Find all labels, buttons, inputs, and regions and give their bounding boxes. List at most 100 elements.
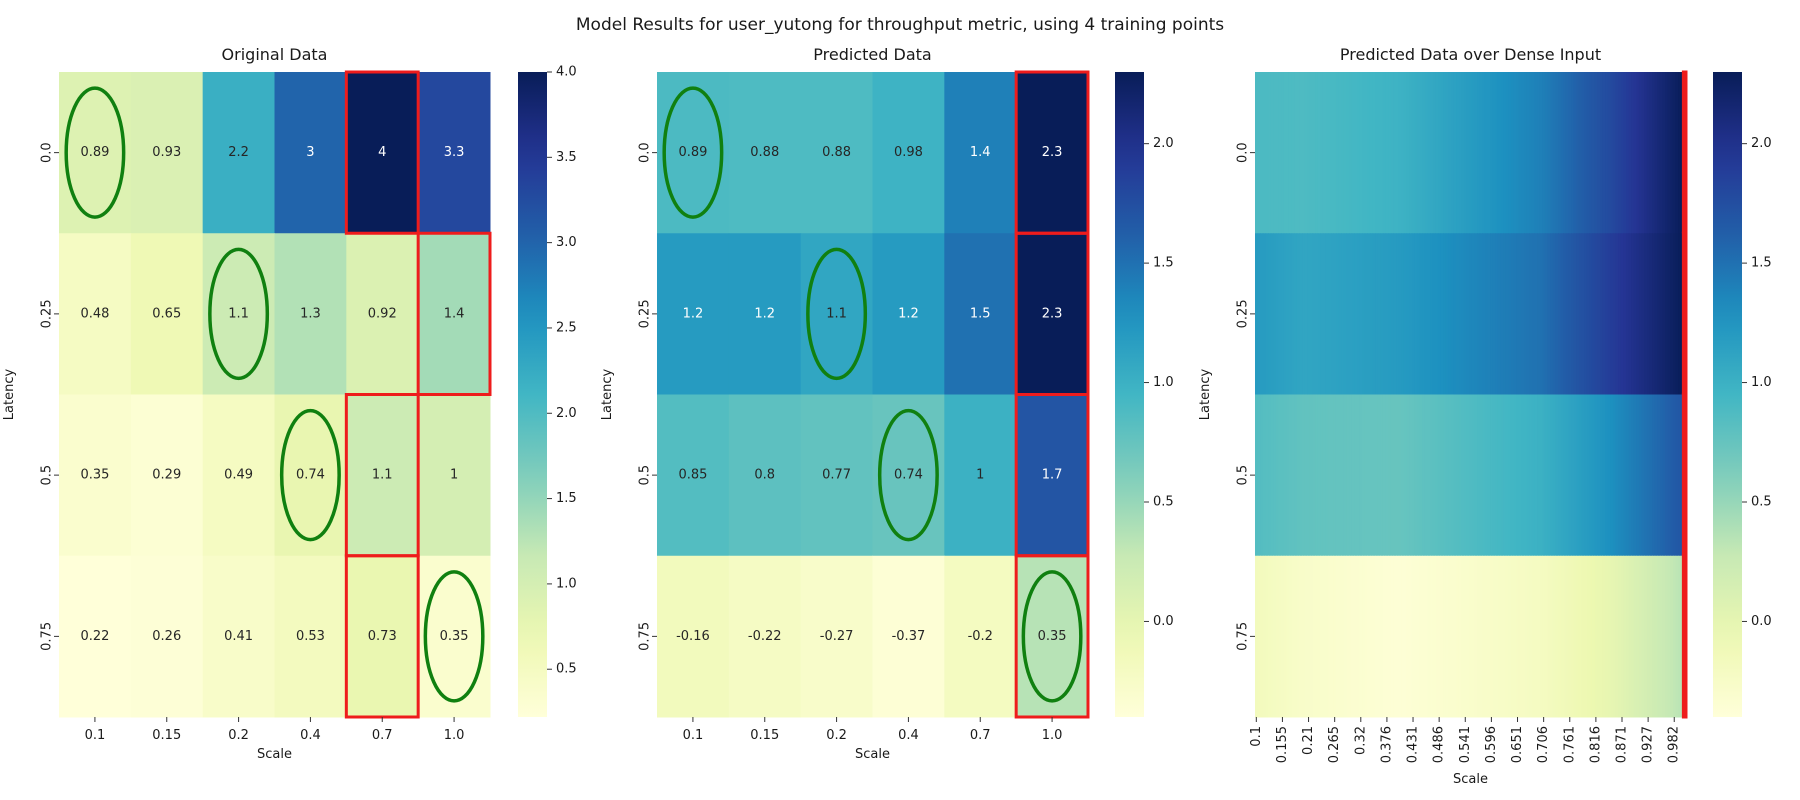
- dense-cell: [1631, 394, 1635, 557]
- cell-value-label: 0.35: [440, 629, 469, 644]
- dense-cell: [1678, 72, 1682, 234]
- dense-cell: [1382, 233, 1387, 395]
- dense-cell: [1524, 72, 1528, 234]
- dense-cell: [1435, 555, 1439, 718]
- dense-cell: [1654, 555, 1658, 718]
- dense-cell: [1537, 72, 1541, 234]
- dense-cell: [1477, 233, 1481, 395]
- dense-cell: [1631, 72, 1635, 234]
- dense-cell: [1547, 72, 1551, 234]
- heatmap-cell: [130, 72, 204, 234]
- x-tick-label: 0.1: [683, 728, 704, 743]
- dense-cell: [1424, 555, 1428, 718]
- x-tick-label: 0.1: [85, 728, 106, 743]
- dense-cell: [1435, 72, 1439, 234]
- dense-cell: [1518, 394, 1523, 557]
- colorbar-tick-label: 2.5: [556, 320, 577, 335]
- dense-cell: [1390, 233, 1395, 395]
- dense-cell: [1262, 394, 1267, 557]
- y-tick-label: 0.5: [1236, 465, 1251, 486]
- heatmap-cell: [59, 72, 132, 234]
- dense-cell: [1393, 555, 1397, 718]
- heatmap-cell: [130, 555, 204, 718]
- x-axis-label: Scale: [855, 747, 890, 762]
- dense-cell: [1281, 233, 1285, 395]
- heatmap-cell: [1016, 555, 1089, 718]
- x-tick-label: 0.541: [1458, 726, 1473, 763]
- dense-cell: [1638, 555, 1643, 718]
- heatmap-cell: [1016, 72, 1089, 234]
- dense-cell: [1495, 72, 1499, 234]
- cell-value-label: 0.89: [678, 145, 707, 160]
- dense-cell: [1328, 233, 1332, 395]
- dense-cell: [1555, 394, 1559, 557]
- dense-cell: [1437, 233, 1442, 395]
- dense-cell: [1380, 72, 1384, 234]
- dense-cell: [1672, 555, 1677, 718]
- dense-cell: [1649, 233, 1653, 395]
- dense-cell: [1445, 72, 1449, 234]
- dense-cell: [1584, 394, 1588, 557]
- dense-cell: [1508, 233, 1512, 395]
- dense-cell: [1430, 555, 1434, 718]
- dense-cell: [1356, 233, 1361, 395]
- dense-cell: [1576, 555, 1580, 718]
- dense-cell: [1654, 72, 1658, 234]
- cell-value-label: 0.88: [750, 145, 779, 160]
- colorbar-tick-label: 0.0: [1751, 614, 1772, 629]
- dense-cell: [1312, 394, 1316, 557]
- dense-cell: [1409, 233, 1413, 395]
- dense-cell: [1623, 555, 1627, 718]
- dense-cell: [1581, 233, 1585, 395]
- dense-cell: [1409, 394, 1413, 557]
- dense-cell: [1388, 233, 1392, 395]
- dense-cell: [1275, 555, 1280, 718]
- dense-cell: [1503, 233, 1507, 395]
- dense-cell: [1364, 394, 1368, 557]
- dense-cell: [1317, 233, 1321, 395]
- dense-cell: [1510, 233, 1515, 395]
- dense-cell: [1262, 555, 1267, 718]
- dense-cell: [1568, 394, 1572, 557]
- dense-cell: [1518, 555, 1523, 718]
- cell-value-label: 0.29: [152, 468, 181, 483]
- heatmap-cell: [728, 72, 802, 234]
- dense-cell: [1662, 72, 1666, 234]
- dense-cell: [1320, 555, 1324, 718]
- dense-cell: [1631, 233, 1635, 395]
- heatmap-cell: [657, 72, 730, 234]
- dense-cell: [1398, 555, 1402, 718]
- dense-cell: [1283, 233, 1287, 395]
- dense-cell: [1448, 555, 1452, 718]
- dense-cell: [1406, 72, 1410, 234]
- dense-cell: [1393, 394, 1397, 557]
- cell-value-label: 0.49: [224, 468, 253, 483]
- dense-cell: [1487, 72, 1491, 234]
- dense-cell: [1432, 233, 1436, 395]
- dense-cell: [1521, 555, 1525, 718]
- cell-value-label: 2.3: [1042, 145, 1063, 160]
- dense-cell: [1349, 233, 1353, 395]
- highlight-box: [344, 70, 420, 235]
- dense-cell: [1492, 233, 1496, 395]
- dense-cell: [1542, 555, 1546, 718]
- x-tick-label: 0.15: [750, 728, 779, 743]
- dense-cell: [1393, 233, 1397, 395]
- dense-cell: [1367, 233, 1371, 395]
- dense-cell: [1299, 233, 1303, 395]
- dense-cell: [1477, 394, 1481, 557]
- dense-cell: [1641, 72, 1645, 234]
- dense-cell: [1343, 394, 1348, 557]
- dense-cell: [1414, 233, 1418, 395]
- dense-cell: [1354, 233, 1358, 395]
- dense-cell: [1375, 72, 1379, 234]
- dense-cell: [1354, 394, 1358, 557]
- dense-cell: [1466, 72, 1470, 234]
- dense-cell: [1343, 72, 1348, 234]
- dense-cell: [1435, 233, 1439, 395]
- cell-value-label: 3: [306, 145, 314, 160]
- dense-cell: [1461, 233, 1465, 395]
- dense-cell: [1432, 72, 1436, 234]
- dense-cell: [1620, 555, 1624, 718]
- dense-cell: [1302, 394, 1306, 557]
